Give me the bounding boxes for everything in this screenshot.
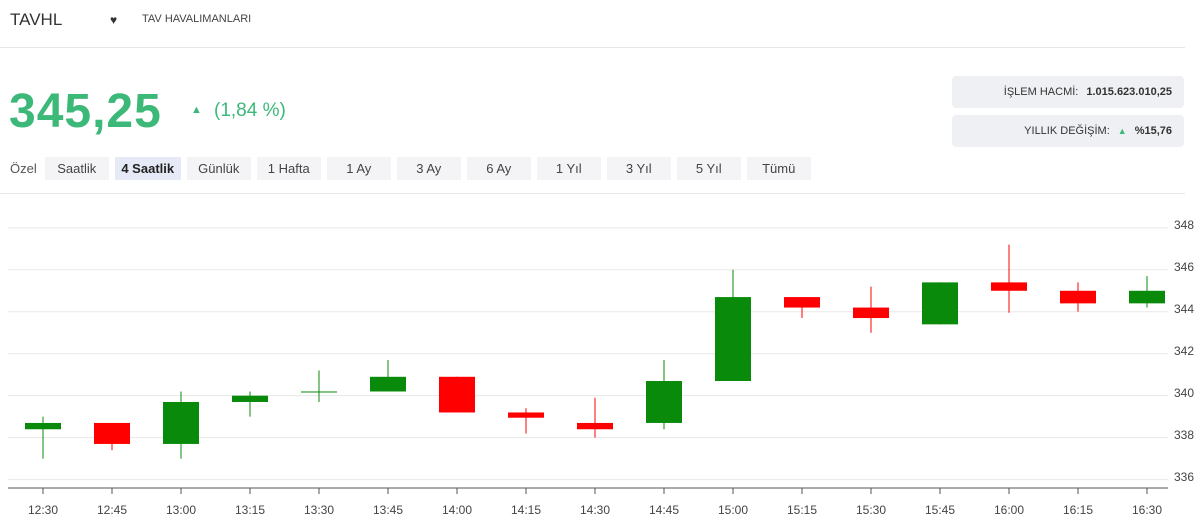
stat-box: İŞLEM HACMİ: 1.015.623.010,25 xyxy=(952,76,1184,108)
x-tick-label: 15:30 xyxy=(856,503,886,517)
y-tick-label: 346 xyxy=(1174,260,1194,274)
x-tick-label: 13:15 xyxy=(235,503,265,517)
x-tick-label: 16:30 xyxy=(1132,503,1162,517)
x-tick-label: 14:30 xyxy=(580,503,610,517)
y-tick-label: 342 xyxy=(1174,344,1194,358)
candle-body xyxy=(1060,290,1096,304)
y-tick-label: 348 xyxy=(1174,218,1194,232)
tab[interactable]: 1 Hafta xyxy=(256,157,321,180)
candle-body xyxy=(715,297,751,381)
tab[interactable]: 6 Ay xyxy=(466,157,531,180)
stat-value: 1.015.623.010,25 xyxy=(1086,86,1172,98)
x-tick-label: 15:00 xyxy=(718,503,748,517)
candle-body xyxy=(439,376,475,413)
company-name: TAV HAVALIMANLARI xyxy=(142,13,252,25)
tab[interactable]: 1 Ay xyxy=(326,157,391,180)
x-tick-label: 12:45 xyxy=(97,503,127,517)
chart: 336 338 340 342 344 346 348 12:30 12:45 13:00 13:1… xyxy=(8,218,1194,517)
tab[interactable]: 4 Saatlik xyxy=(114,157,181,180)
tab[interactable]: 1 Yıl xyxy=(536,157,601,180)
candle-body xyxy=(163,401,199,444)
up-arrow: ▲ xyxy=(1117,126,1127,136)
x-tick-label: 13:00 xyxy=(166,503,196,517)
y-tick-label: 338 xyxy=(1174,428,1194,442)
stat-label: İŞLEM HACMİ: xyxy=(1003,86,1079,98)
candle-body xyxy=(922,282,958,325)
candle-body xyxy=(94,422,130,444)
tab[interactable]: Günlük xyxy=(186,157,251,180)
candle-body xyxy=(232,395,268,402)
x-tick-label: 15:15 xyxy=(787,503,817,517)
tab[interactable]: Tümü xyxy=(746,157,811,180)
candle-body xyxy=(370,376,406,392)
y-tick-label: 336 xyxy=(1174,470,1194,484)
price-change: (1,84 %) xyxy=(214,100,286,121)
candle-body xyxy=(646,380,682,423)
candle-body xyxy=(25,422,61,430)
candle-body xyxy=(577,422,613,430)
up-arrow: ▲ xyxy=(191,104,202,116)
candle-body xyxy=(508,412,544,418)
tab[interactable]: 3 Yıl xyxy=(606,157,671,180)
tab[interactable]: 5 Yıl xyxy=(676,157,741,180)
x-tick-label: 12:30 xyxy=(28,503,58,517)
x-tick-label: 14:15 xyxy=(511,503,541,517)
candle-body xyxy=(784,297,820,308)
favorite-icon[interactable]: ♥ xyxy=(110,13,118,27)
symbol: TAVHL xyxy=(10,10,63,29)
x-tick-label: 14:45 xyxy=(649,503,679,517)
candle-body xyxy=(853,307,889,319)
x-tick-label: 15:45 xyxy=(925,503,955,517)
tab[interactable]: 3 Ay xyxy=(396,157,461,180)
separator xyxy=(0,47,1185,48)
tab[interactable]: Saatlik xyxy=(44,157,109,180)
x-tick-label: 14:00 xyxy=(442,503,472,517)
tab-bar: Özel Saatlik 4 Saatlik Günlük 1 Hafta 1 Ay 3 … xyxy=(10,157,811,180)
stat-value: %15,76 xyxy=(1134,125,1172,137)
x-tick-label: 16:00 xyxy=(994,503,1024,517)
y-tick-label: 344 xyxy=(1174,302,1194,316)
price: 345,25 xyxy=(9,85,162,138)
candle-body xyxy=(991,282,1027,291)
x-tick-label: 16:15 xyxy=(1063,503,1093,517)
candle-body xyxy=(301,391,337,393)
stat-label: YILLIK DEĞİŞİM: xyxy=(1024,125,1110,137)
x-tick-label: 13:30 xyxy=(304,503,334,517)
y-tick-label: 340 xyxy=(1174,386,1194,400)
separator xyxy=(0,193,1185,194)
candle-body xyxy=(1129,290,1165,304)
x-tick-label: 13:45 xyxy=(373,503,403,517)
stat-box: YILLIK DEĞİŞİM: ▲ %15,76 xyxy=(952,115,1184,147)
tabs-label: Özel xyxy=(10,161,37,176)
